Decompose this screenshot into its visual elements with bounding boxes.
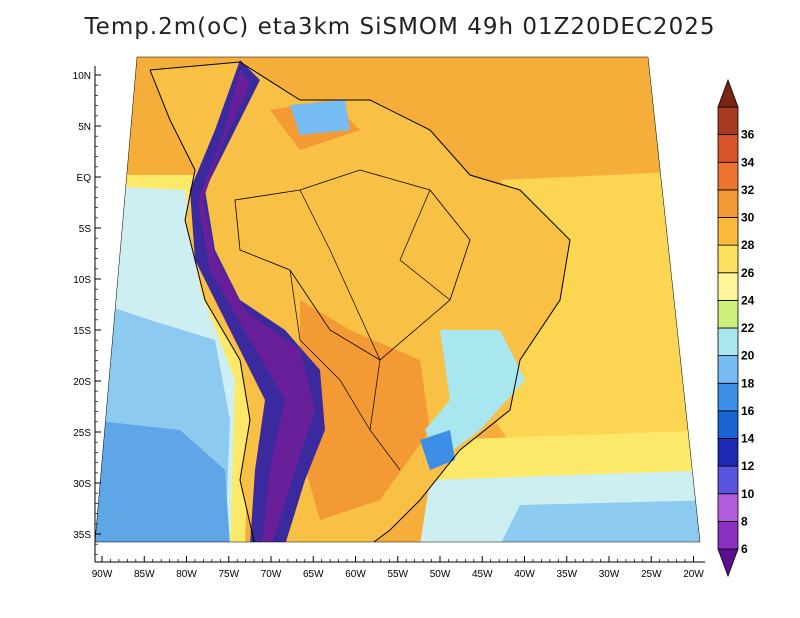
lat-tick-label: 20S: [73, 377, 91, 388]
colorbar: 6 8 10 12 14 16 18 20 22 24 26 28 30 32 34 36: [717, 78, 755, 578]
colorbar-label: 26: [741, 266, 755, 280]
colorbar-label: 34: [741, 155, 755, 169]
colorbar-label: 18: [741, 376, 755, 390]
colorbar-label: 22: [741, 321, 755, 335]
colorbar-swatch: [717, 272, 739, 301]
colorbar-swatch: [717, 134, 739, 163]
colorbar-swatch: [717, 465, 739, 495]
colorbar-label: 8: [741, 514, 748, 528]
map-title: Temp.2m(oC) eta3km SiSMOM 49h 01Z20DEC20…: [84, 14, 716, 40]
lat-tick-label: EQ: [77, 173, 92, 184]
colorbar-swatch: [717, 299, 739, 329]
colorbar-swatch: [717, 244, 739, 274]
lon-tick-label: 35W: [556, 569, 577, 580]
venezuela-cool-region: [290, 100, 350, 135]
lon-tick-label: 90W: [92, 569, 113, 580]
lon-tick-label: 55W: [387, 569, 408, 580]
lon-tick-label: 30W: [599, 569, 620, 580]
lon-tick-label: 75W: [218, 569, 239, 580]
coastline-east: [149, 61, 571, 542]
lon-tick-label: 70W: [261, 569, 282, 580]
lon-tick-label: 50W: [430, 569, 451, 580]
coastline-west: [149, 69, 256, 542]
colorbar-label: 14: [741, 432, 755, 446]
lat-tick-label: 10N: [73, 71, 91, 82]
colorbar-swatch: [717, 382, 739, 412]
ocean-cold-region: [500, 500, 700, 542]
lat-tick-label: 25S: [73, 428, 91, 439]
map-domain-outline: [94, 56, 701, 543]
lon-tick-label: 20W: [683, 569, 704, 580]
colorbar-label: 12: [741, 459, 755, 473]
colorbar-label: 32: [741, 183, 755, 197]
lat-tick-label: 10S: [73, 275, 91, 286]
se-brazil-cool-region: [425, 330, 525, 460]
colorbar-label: 10: [741, 487, 755, 501]
lon-tick-label: 45W: [472, 569, 493, 580]
land-warm-region: [300, 300, 430, 520]
state-borders: [289, 189, 451, 471]
colorbar-label: 24: [741, 293, 755, 307]
colorbar-label: 36: [741, 128, 755, 142]
colorbar-swatch: [717, 189, 739, 218]
colorbar-label: 28: [741, 238, 755, 252]
colorbar-swatch: [717, 78, 739, 108]
temperature-field: [95, 57, 700, 542]
colorbar-swatch: [717, 355, 739, 384]
lat-tick-label: 5S: [79, 224, 92, 235]
lon-tick-label: 60W: [345, 569, 366, 580]
lon-tick-label: 40W: [514, 569, 535, 580]
lat-tick-label: 5N: [78, 122, 91, 133]
colorbar-label: 6: [741, 542, 748, 556]
ocean-equatorial-region: [480, 170, 700, 480]
colorbar-swatch: [717, 217, 739, 246]
lon-tick-label: 25W: [641, 569, 662, 580]
colorbar-swatch: [717, 548, 739, 578]
colorbar-swatch: [717, 493, 739, 522]
se-brazil-cold-region: [420, 430, 455, 470]
colorbar-swatch: [717, 106, 739, 136]
lat-tick-label: 35S: [73, 530, 91, 541]
colorbar-label: 16: [741, 404, 755, 418]
lon-tick-label: 85W: [134, 569, 155, 580]
lon-tick-label: 80W: [176, 569, 197, 580]
lat-tick-label: 15S: [73, 326, 91, 337]
colorbar-swatch: [717, 410, 739, 439]
colorbar-swatch: [717, 327, 739, 357]
colorbar-swatch: [717, 438, 739, 467]
ocean-pacific-colder: [95, 420, 230, 542]
latitude-axis: 10N 5N EQ 5S 10S 15S 20S 25S 30S 35S: [73, 71, 101, 555]
colorbar-label: 20: [741, 349, 755, 363]
colorbar-label: 30: [741, 211, 755, 225]
longitude-axis: 90W 85W 80W 75W 70W 65W 60W 55W 50W 45W 40W 35W 30W 2…: [92, 556, 704, 580]
lat-tick-label: 30S: [73, 479, 91, 490]
colorbar-swatch: [717, 520, 739, 550]
colorbar-swatch: [717, 161, 739, 191]
andes-core-region: [198, 70, 315, 542]
lon-tick-label: 65W: [303, 569, 324, 580]
